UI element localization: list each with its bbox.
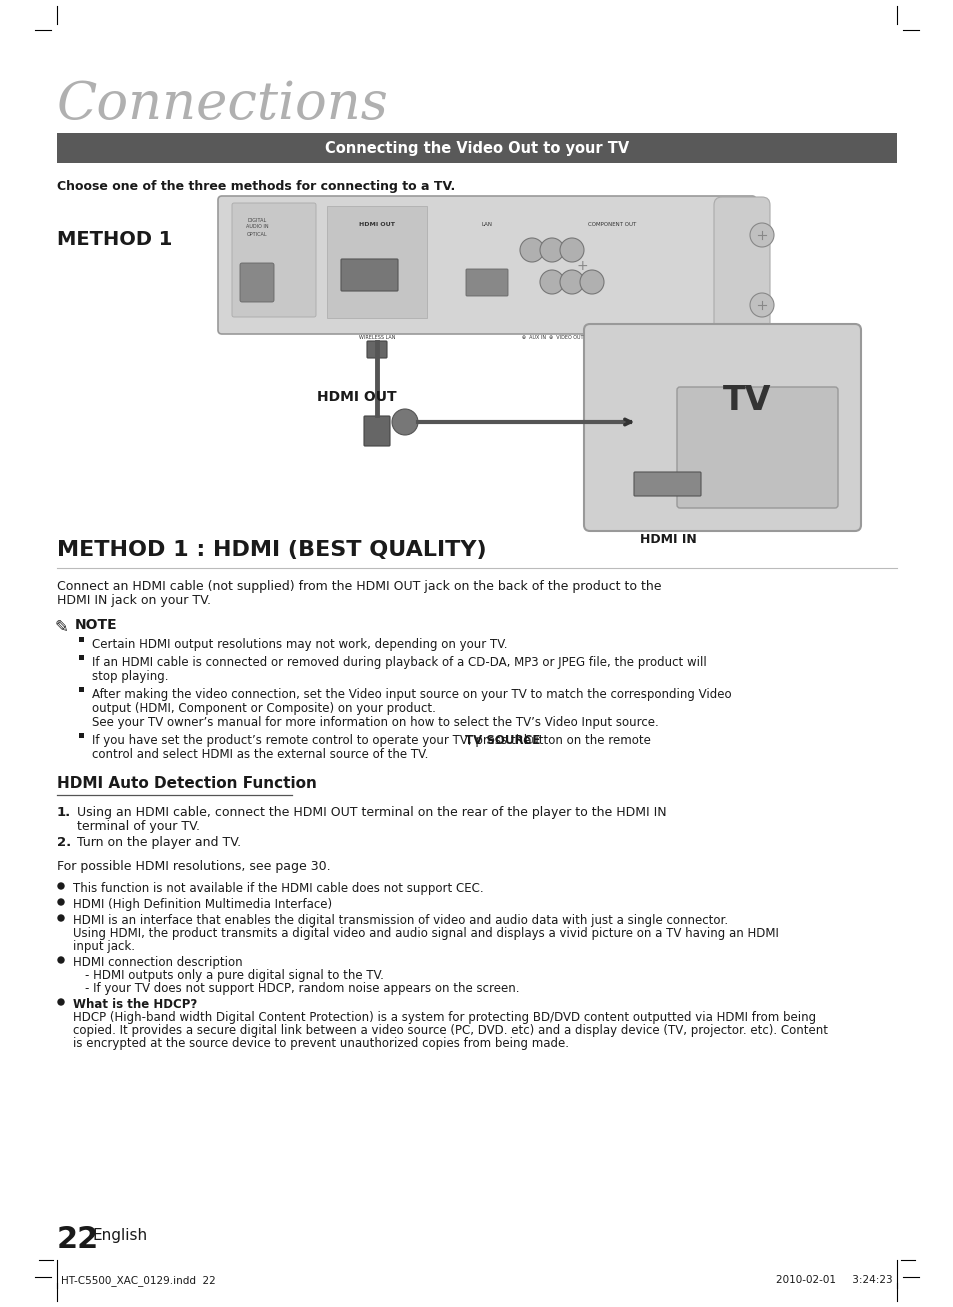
Circle shape <box>559 238 583 261</box>
Bar <box>327 207 427 318</box>
Text: Turn on the player and TV.: Turn on the player and TV. <box>77 836 241 850</box>
Circle shape <box>58 957 64 963</box>
Text: stop playing.: stop playing. <box>91 670 169 684</box>
Circle shape <box>58 915 64 921</box>
Text: If you have set the product’s remote control to operate your TV, press the: If you have set the product’s remote con… <box>91 735 534 748</box>
Text: TV SOURCE: TV SOURCE <box>464 735 539 748</box>
Text: This function is not available if the HDMI cable does not support CEC.: This function is not available if the HD… <box>73 882 483 895</box>
Bar <box>79 733 84 738</box>
Text: For possible HDMI resolutions, see page 30.: For possible HDMI resolutions, see page … <box>57 860 331 873</box>
Text: 2010-02-01     3:24:23: 2010-02-01 3:24:23 <box>776 1276 892 1285</box>
Text: - HDMI outputs only a pure digital signal to the TV.: - HDMI outputs only a pure digital signa… <box>85 968 383 982</box>
Text: 1.: 1. <box>57 806 71 819</box>
Circle shape <box>58 999 64 1005</box>
Text: What is the HDCP?: What is the HDCP? <box>73 999 197 1012</box>
Text: HDMI connection description: HDMI connection description <box>73 955 242 968</box>
Text: Using an HDMI cable, connect the HDMI OUT terminal on the rear of the player to : Using an HDMI cable, connect the HDMI OU… <box>77 806 666 819</box>
FancyBboxPatch shape <box>677 387 837 508</box>
Text: button on the remote: button on the remote <box>519 735 650 748</box>
Text: HDMI OUT: HDMI OUT <box>316 389 396 404</box>
Text: WIRELESS LAN: WIRELESS LAN <box>358 335 395 340</box>
Text: is encrypted at the source device to prevent unauthorized copies from being made: is encrypted at the source device to pre… <box>73 1036 568 1050</box>
Text: +: + <box>576 259 587 273</box>
FancyBboxPatch shape <box>218 196 755 335</box>
Bar <box>79 687 84 691</box>
Text: Using HDMI, the product transmits a digital video and audio signal and displays : Using HDMI, the product transmits a digi… <box>73 927 778 940</box>
FancyBboxPatch shape <box>340 259 397 291</box>
Text: HDMI IN jack on your TV.: HDMI IN jack on your TV. <box>57 593 211 606</box>
FancyBboxPatch shape <box>367 341 387 358</box>
Circle shape <box>749 293 773 318</box>
Bar <box>57 133 896 163</box>
Text: If an HDMI cable is connected or removed during playback of a CD-DA, MP3 or JPEG: If an HDMI cable is connected or removed… <box>91 656 706 669</box>
Text: input jack.: input jack. <box>73 940 135 953</box>
Text: ✎: ✎ <box>55 618 69 637</box>
Text: METHOD 1 : HDMI (BEST QUALITY): METHOD 1 : HDMI (BEST QUALITY) <box>57 540 486 559</box>
Text: English: English <box>92 1229 148 1243</box>
FancyBboxPatch shape <box>634 472 700 495</box>
Text: HDMI OUT: HDMI OUT <box>358 222 395 227</box>
Circle shape <box>392 409 417 435</box>
Text: Connecting the Video Out to your TV: Connecting the Video Out to your TV <box>325 140 628 156</box>
Text: 22: 22 <box>57 1225 99 1253</box>
Text: Certain HDMI output resolutions may not work, depending on your TV.: Certain HDMI output resolutions may not … <box>91 638 507 651</box>
Text: LAN: LAN <box>481 222 492 227</box>
Circle shape <box>539 238 563 261</box>
FancyBboxPatch shape <box>240 263 274 302</box>
Circle shape <box>519 238 543 261</box>
FancyBboxPatch shape <box>364 416 390 446</box>
Text: control and select HDMI as the external source of the TV.: control and select HDMI as the external … <box>91 748 428 761</box>
Text: Choose one of the three methods for connecting to a TV.: Choose one of the three methods for conn… <box>57 180 455 193</box>
Text: HDMI (High Definition Multimedia Interface): HDMI (High Definition Multimedia Interfa… <box>73 898 332 911</box>
Text: ⊕  AUX IN  ⊕  VIDEO OUT: ⊕ AUX IN ⊕ VIDEO OUT <box>521 335 583 340</box>
Circle shape <box>539 271 563 294</box>
Circle shape <box>579 271 603 294</box>
Bar <box>79 637 84 642</box>
Text: copied. It provides a secure digital link between a video source (PC, DVD. etc) : copied. It provides a secure digital lin… <box>73 1023 827 1036</box>
Circle shape <box>58 899 64 904</box>
Text: HT-C5500_XAC_0129.indd  22: HT-C5500_XAC_0129.indd 22 <box>61 1276 215 1286</box>
Text: HDCP (High-band width Digital Content Protection) is a system for protecting BD/: HDCP (High-band width Digital Content Pr… <box>73 1012 815 1023</box>
Circle shape <box>58 884 64 889</box>
Bar <box>79 655 84 660</box>
FancyBboxPatch shape <box>583 324 861 531</box>
Text: HDMI Auto Detection Function: HDMI Auto Detection Function <box>57 776 316 791</box>
Text: output (HDMI, Component or Composite) on your product.: output (HDMI, Component or Composite) on… <box>91 702 436 715</box>
Text: NOTE: NOTE <box>75 618 117 633</box>
Text: HDMI is an interface that enables the digital transmission of video and audio da: HDMI is an interface that enables the di… <box>73 914 727 927</box>
FancyBboxPatch shape <box>465 269 507 295</box>
Circle shape <box>559 271 583 294</box>
Text: terminal of your TV.: terminal of your TV. <box>77 819 200 833</box>
Text: DIGITAL
AUDIO IN: DIGITAL AUDIO IN <box>246 218 268 229</box>
Text: See your TV owner’s manual for more information on how to select the TV’s Video : See your TV owner’s manual for more info… <box>91 716 659 729</box>
Circle shape <box>749 223 773 247</box>
Text: Connect an HDMI cable (not supplied) from the HDMI OUT jack on the back of the p: Connect an HDMI cable (not supplied) fro… <box>57 580 660 593</box>
Text: COMPONENT OUT: COMPONENT OUT <box>587 222 636 227</box>
Text: After making the video connection, set the Video input source on your TV to matc: After making the video connection, set t… <box>91 687 731 701</box>
Text: HDMI IN: HDMI IN <box>639 533 696 546</box>
FancyBboxPatch shape <box>232 203 315 318</box>
Text: 2.: 2. <box>57 836 71 850</box>
FancyBboxPatch shape <box>713 197 769 333</box>
Text: METHOD 1: METHOD 1 <box>57 230 172 250</box>
Text: - If your TV does not support HDCP, random noise appears on the screen.: - If your TV does not support HDCP, rand… <box>85 982 519 995</box>
Text: Connections: Connections <box>57 78 389 129</box>
Text: TV: TV <box>722 383 771 417</box>
Text: OPTICAL: OPTICAL <box>247 233 267 237</box>
